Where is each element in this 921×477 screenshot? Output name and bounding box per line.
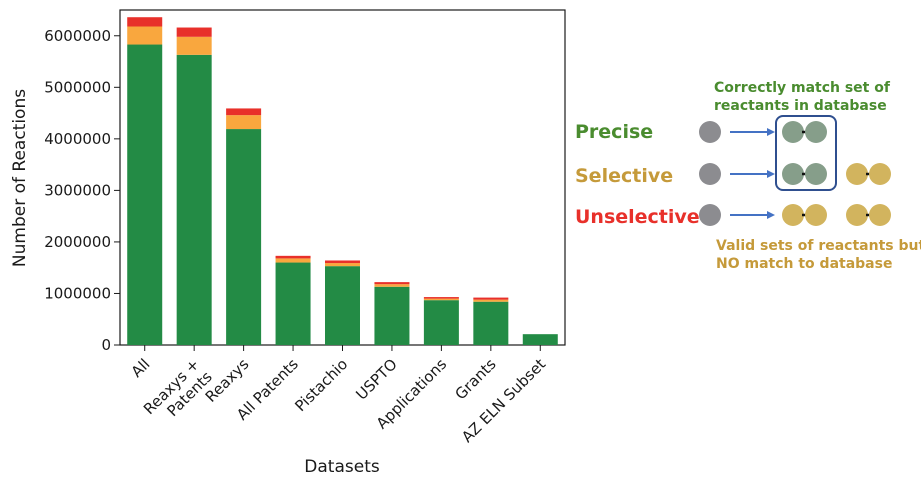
bar-precise bbox=[226, 129, 262, 345]
bar-selective bbox=[325, 263, 360, 267]
bar-precise bbox=[325, 266, 360, 345]
bar-precise bbox=[275, 262, 311, 345]
y-tick-label: 3000000 bbox=[44, 181, 111, 199]
legend-shapes bbox=[699, 115, 891, 226]
bar-selective bbox=[473, 299, 509, 302]
matched-reactant-pair-icon-right bbox=[805, 163, 827, 185]
valid-reactant-pair-icon-left bbox=[846, 204, 868, 226]
bar-unselective bbox=[275, 255, 311, 259]
valid-reactant-pair-icon-left bbox=[846, 163, 868, 185]
valid-reactant-pair-icon-right bbox=[869, 204, 891, 226]
x-tick-label: Pistachio bbox=[291, 355, 351, 415]
note-correct-line2: reactants in database bbox=[714, 98, 887, 114]
x-tick-label: Grants bbox=[451, 355, 499, 403]
bar-selective bbox=[374, 284, 410, 287]
y-axis-label: Number of Reactions bbox=[10, 89, 30, 267]
bar-precise bbox=[522, 334, 558, 345]
bar-precise bbox=[127, 44, 163, 346]
legend-selective-label: Selective bbox=[575, 165, 673, 187]
bar-precise bbox=[374, 286, 410, 345]
valid-reactant-pair-icon-right bbox=[869, 163, 891, 185]
database-match-box bbox=[775, 115, 837, 191]
plot-area: 0 1000000 2000000 3000000 4000000 5000000 6000… bbox=[44, 9, 566, 446]
target-molecule-icon bbox=[699, 121, 721, 143]
bar-precise bbox=[423, 300, 459, 345]
x-axis-label: Datasets bbox=[304, 457, 380, 477]
target-molecule-icon bbox=[699, 204, 721, 226]
y-tick-label: 2000000 bbox=[44, 233, 111, 251]
matched-reactant-pair-icon-left bbox=[782, 121, 804, 143]
y-tick-label: 0 bbox=[101, 336, 111, 354]
bar-selective bbox=[226, 115, 262, 130]
bar-selective bbox=[127, 26, 163, 45]
y-tick-label: 4000000 bbox=[44, 130, 111, 148]
bar-unselective bbox=[374, 282, 410, 285]
bar-unselective bbox=[127, 17, 163, 27]
arrow-icon-head bbox=[767, 128, 775, 136]
y-tick-label: 5000000 bbox=[44, 78, 111, 96]
legend-precise-label: Precise bbox=[575, 121, 653, 143]
y-tick-label: 6000000 bbox=[44, 27, 111, 45]
note-valid-line1: Valid sets of reactants but bbox=[716, 238, 921, 254]
bar-unselective bbox=[325, 260, 360, 264]
valid-reactant-pair-icon-left bbox=[782, 204, 804, 226]
bar-unselective bbox=[176, 27, 212, 37]
x-tick-label: USPTO bbox=[352, 355, 400, 403]
note-valid-line2: NO match to database bbox=[716, 256, 892, 272]
valid-reactant-pair-icon-right bbox=[805, 204, 827, 226]
x-tick-label: All bbox=[128, 355, 154, 381]
matched-reactant-pair-icon-right bbox=[805, 121, 827, 143]
arrow-icon-head bbox=[767, 170, 775, 178]
arrow-icon-head bbox=[767, 211, 775, 219]
target-molecule-icon bbox=[699, 163, 721, 185]
bar-selective bbox=[275, 258, 311, 263]
bar-precise bbox=[473, 301, 509, 345]
matched-reactant-pair-icon-left bbox=[782, 163, 804, 185]
legend-unselective-label: Unselective bbox=[575, 206, 700, 228]
legend-diagram: Correctly match set of reactants in data… bbox=[575, 80, 921, 272]
bar-selective bbox=[423, 298, 459, 301]
note-correct-line1: Correctly match set of bbox=[714, 80, 891, 96]
bar-precise bbox=[176, 54, 212, 345]
y-tick-label: 1000000 bbox=[44, 284, 111, 302]
bar-unselective bbox=[226, 108, 262, 116]
bar-selective bbox=[176, 36, 212, 55]
x-tick-label: AZ ELN Subset bbox=[458, 355, 549, 446]
bar-unselective bbox=[423, 297, 459, 299]
bar-unselective bbox=[473, 297, 509, 300]
